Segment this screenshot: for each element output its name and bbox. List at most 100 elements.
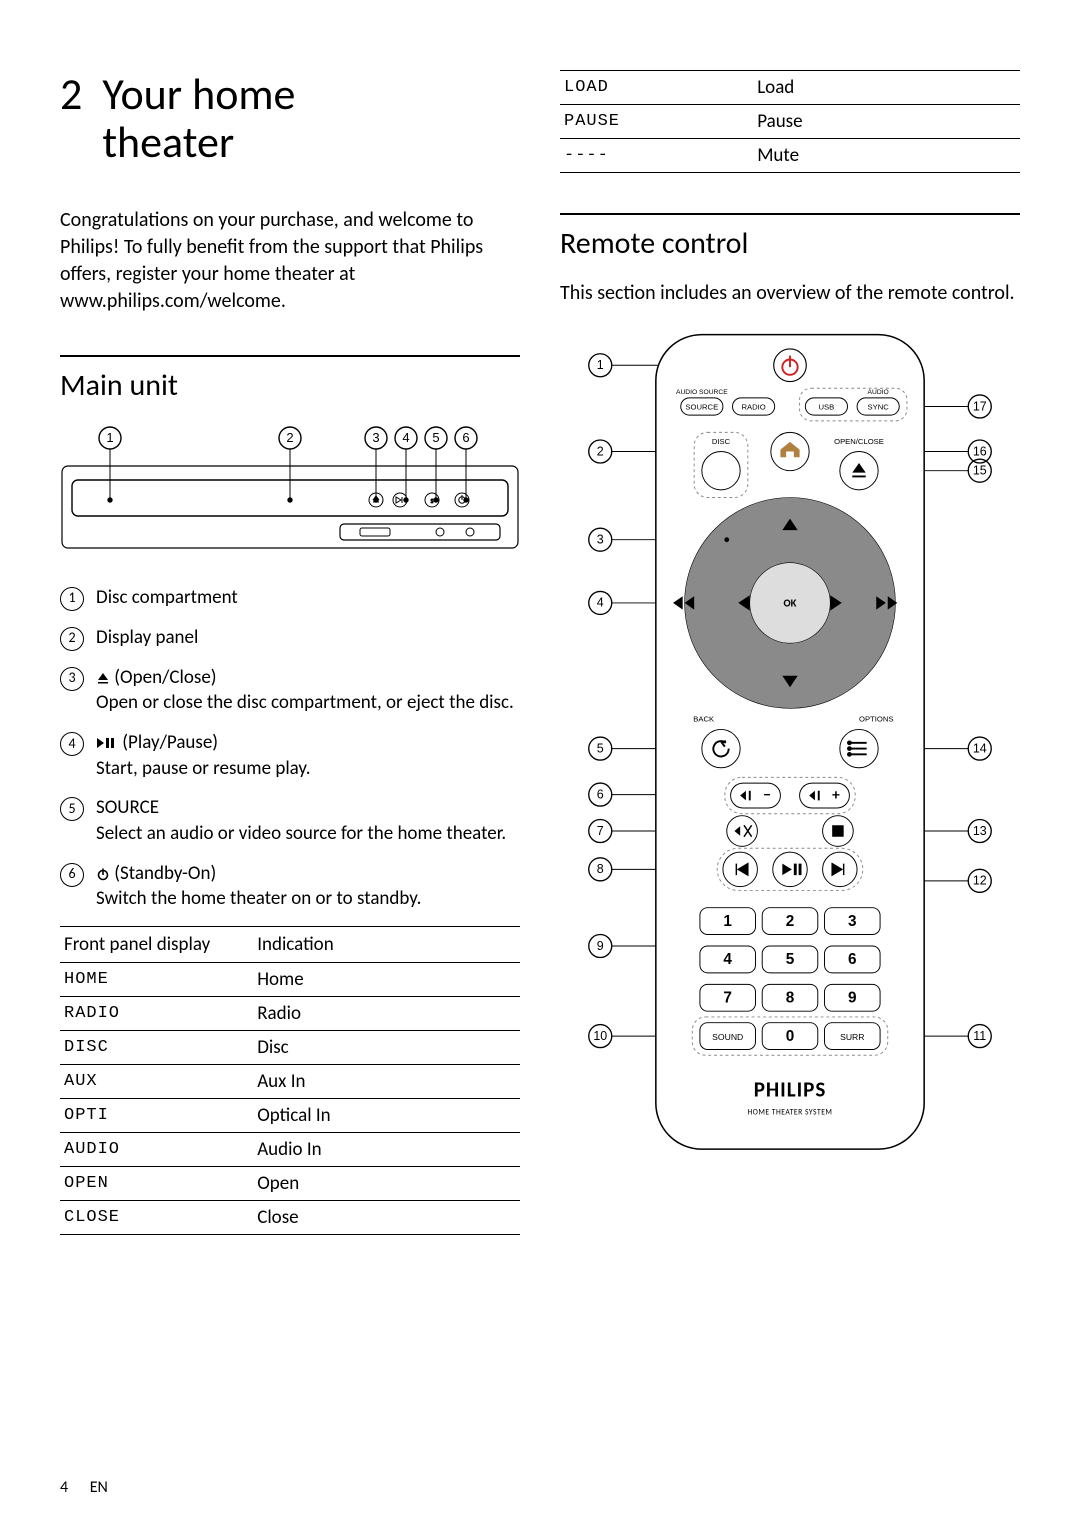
main-unit-diagram: 1 2 3 4 5 6 [60,422,520,552]
callout-4: 4 [402,430,409,445]
table-cell: AUDIO [60,1132,253,1166]
table-cell: Disc [253,1030,520,1064]
remote-callout: 8 [597,862,604,876]
table-cell: Home [253,962,520,996]
table-cell: Radio [253,996,520,1030]
table-row: AUXAux In [60,1064,520,1098]
remote-callout: 1 [597,358,604,372]
callout-5: 5 [432,430,439,445]
page-number: 4 [60,1478,68,1497]
table-header: Front panel display [60,926,253,962]
svg-text:+: + [832,785,840,804]
display-table-right: LOADLoadPAUSEPause----Mute [560,70,1020,173]
brand-logo: PHILIPS [754,1076,827,1102]
svg-text:OPEN/CLOSE: OPEN/CLOSE [834,437,884,446]
table-row: OPTIOptical In [60,1098,520,1132]
divider [60,355,520,357]
remote-callout: 3 [597,533,604,547]
legend-item: 5 SOURCE Select an audio or video source… [60,795,520,846]
svg-text:AUDIO SOURCE: AUDIO SOURCE [676,389,728,396]
remote-callout: 9 [597,939,604,953]
svg-text:DISC: DISC [712,437,731,446]
remote-callout: 6 [597,787,604,801]
svg-text:OPTIONS: OPTIONS [859,715,893,724]
section-number: 2 [60,70,82,167]
table-row: PAUSEPause [560,105,1020,139]
digit-label: 7 [723,990,732,1007]
table-header: Indication [253,926,520,962]
svg-text:SOUND: SOUND [712,1032,743,1042]
digit-label: 3 [848,913,857,930]
table-cell: Pause [753,105,1020,139]
remote-callout: 15 [973,464,987,478]
svg-text:SOURCE: SOURCE [685,402,718,411]
section-title-line2: theater [102,115,234,169]
callout-2: 2 [286,430,293,445]
main-unit-heading: Main unit [60,367,520,404]
digit-label: 2 [786,913,795,930]
page-lang: EN [90,1478,108,1497]
digit-label: 5 [786,951,795,968]
table-cell: Aux In [253,1064,520,1098]
remote-callout: 2 [597,444,604,458]
remote-intro: This section includes an overview of the… [560,280,1020,307]
table-row: HOMEHome [60,962,520,996]
remote-callout: 5 [597,741,604,755]
digit-label: 1 [723,913,732,930]
remote-callout: 13 [973,824,987,838]
remote-callout: 10 [593,1029,607,1043]
svg-text:USB: USB [819,402,835,411]
power-icon [96,867,110,881]
svg-text:OK: OK [784,597,797,610]
table-cell: DISC [60,1030,253,1064]
svg-text:AUDIO: AUDIO [868,389,889,396]
stop-icon [832,825,844,837]
table-cell: RADIO [60,996,253,1030]
main-unit-legend: 1 Disc compartment 2 Display panel 3 (Op… [60,585,520,912]
left-column: 2 Your home theater Congratulations on y… [60,70,520,1235]
legend-item: 6 (Standby-On) Switch the home theater o… [60,861,520,912]
section-title: 2 Your home theater [60,70,520,167]
remote-callout: 11 [973,1029,986,1043]
table-row: RADIORadio [60,996,520,1030]
table-row: CLOSEClose [60,1200,520,1234]
remote-callout: 16 [973,444,987,458]
table-cell: AUX [60,1064,253,1098]
remote-diagram: 12345678910 17161514131211 AUDIO SOURCE … [560,325,1020,1164]
remote-callout: 17 [973,399,987,413]
svg-text:SYNC: SYNC [868,402,890,411]
table-cell: Close [253,1200,520,1234]
table-row: ----Mute [560,139,1020,173]
page-footer: 4 EN [60,1478,108,1497]
table-cell: PAUSE [560,105,753,139]
table-cell: Load [753,71,1020,105]
playpause-icon [96,736,118,750]
legend-item: 4 (Play/Pause) Start, pause or resume pl… [60,730,520,781]
table-cell: LOAD [560,71,753,105]
table-cell: Open [253,1166,520,1200]
table-row: OPENOpen [60,1166,520,1200]
svg-text:BACK: BACK [693,715,715,724]
right-column: LOADLoadPAUSEPause----Mute Remote contro… [560,70,1020,1235]
divider [560,213,1020,215]
remote-heading: Remote control [560,225,1020,262]
callout-3: 3 [372,430,379,445]
table-row: AUDIOAudio In [60,1132,520,1166]
table-cell: OPTI [60,1098,253,1132]
table-cell: Optical In [253,1098,520,1132]
digit-label: 4 [723,951,732,968]
svg-text:−: − [763,785,771,804]
table-row: LOADLoad [560,71,1020,105]
digit-label: 6 [848,951,857,968]
section-title-line1: Your home [102,67,295,121]
brand-subtitle: HOME THEATER SYSTEM [748,1109,833,1118]
table-cell: ---- [560,139,753,173]
digit-label: 8 [786,990,795,1007]
callout-6: 6 [462,430,469,445]
intro-paragraph: Congratulations on your purchase, and we… [60,207,520,315]
svg-text:SURR: SURR [840,1032,864,1042]
remote-callout: 12 [973,874,987,888]
remote-callout: 14 [973,741,987,755]
legend-item: 1 Disc compartment [60,585,520,611]
table-cell: Mute [753,139,1020,173]
